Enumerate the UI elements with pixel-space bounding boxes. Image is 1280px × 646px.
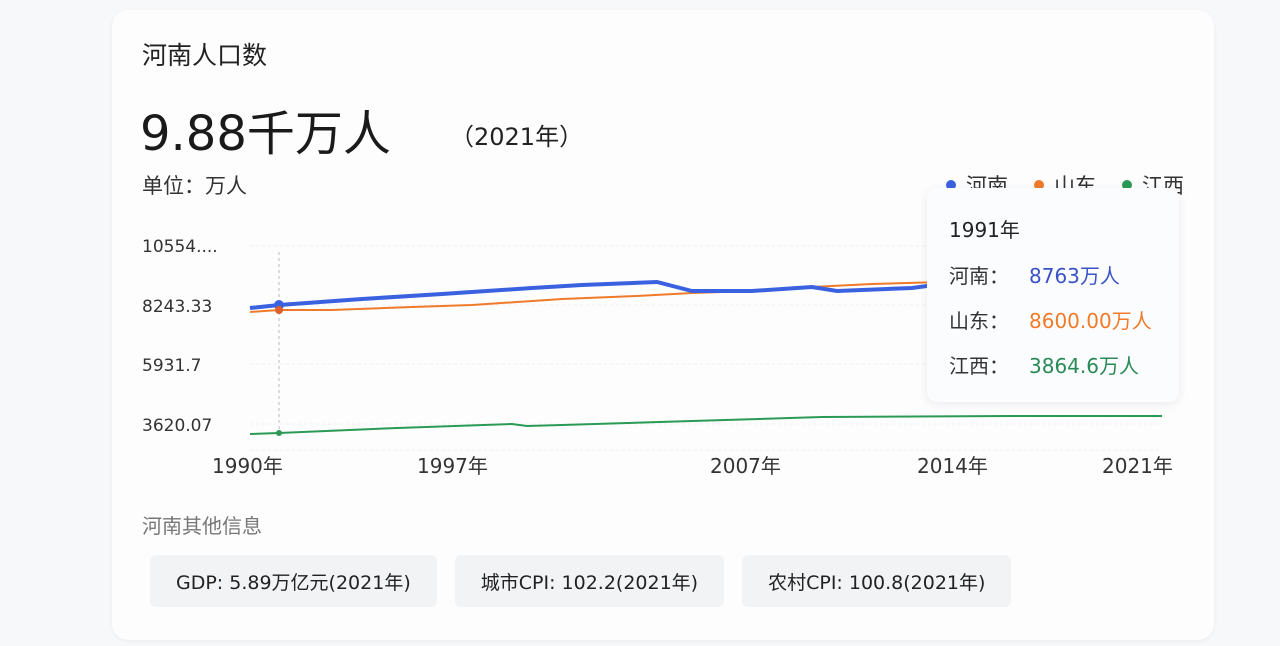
population-line-chart[interactable]: 10554.... 8243.33 5931.7 3620.07 1990年 1…	[112, 10, 1214, 640]
chart-tooltip: 1991年 河南： 8763万人 山东： 8600.00万人 江西： 3864.…	[927, 188, 1179, 402]
svg-text:8243.33: 8243.33	[142, 297, 212, 317]
other-info-heading: 河南其他信息	[142, 514, 262, 538]
info-chips: GDP: 5.89万亿元(2021年) 城市CPI: 102.2(2021年) …	[150, 555, 1012, 607]
gdp-chip[interactable]: GDP: 5.89万亿元(2021年)	[150, 555, 437, 607]
svg-text:2021年: 2021年	[1102, 454, 1173, 478]
tooltip-row-henan: 河南： 8763万人	[949, 264, 1120, 288]
population-value: 9.88千万人	[140, 106, 391, 162]
tooltip-title: 1991年	[949, 218, 1020, 242]
rural-cpi-chip[interactable]: 农村CPI: 100.8(2021年)	[742, 555, 1012, 607]
unit-label: 单位：万人	[142, 174, 247, 198]
legend-dot-icon	[1122, 180, 1132, 190]
svg-text:10554....: 10554....	[142, 237, 218, 257]
svg-text:2014年: 2014年	[917, 454, 988, 478]
svg-text:1997年: 1997年	[417, 454, 488, 478]
legend-dot-icon	[946, 180, 956, 190]
tooltip-row-shandong: 山东： 8600.00万人	[949, 309, 1152, 333]
card-title: 河南人口数	[142, 41, 268, 70]
svg-text:3620.07: 3620.07	[142, 416, 212, 436]
svg-text:5931.7: 5931.7	[142, 356, 201, 376]
highlight-point-shandong	[275, 306, 283, 314]
y-axis-ticks: 10554.... 8243.33 5931.7 3620.07	[142, 237, 218, 436]
highlight-point-jiangxi	[276, 430, 282, 436]
series-jiangxi[interactable]	[249, 415, 1162, 435]
series-henan[interactable]	[249, 279, 1163, 310]
grid-lines	[250, 245, 1162, 451]
population-year: （2021年）	[450, 123, 584, 151]
legend-dot-icon	[1034, 180, 1044, 190]
tooltip-row-jiangxi: 江西： 3864.6万人	[949, 354, 1139, 378]
series-shandong[interactable]	[249, 281, 1162, 313]
x-axis-ticks: 1990年 1997年 2007年 2014年 2021年	[212, 454, 1173, 478]
urban-cpi-chip[interactable]: 城市CPI: 102.2(2021年)	[454, 555, 725, 607]
svg-text:1990年: 1990年	[212, 454, 283, 478]
svg-text:2007年: 2007年	[710, 454, 781, 478]
population-card: 河南人口数 9.88千万人 （2021年） 单位：万人 河南 山东 江西 105…	[112, 10, 1214, 640]
